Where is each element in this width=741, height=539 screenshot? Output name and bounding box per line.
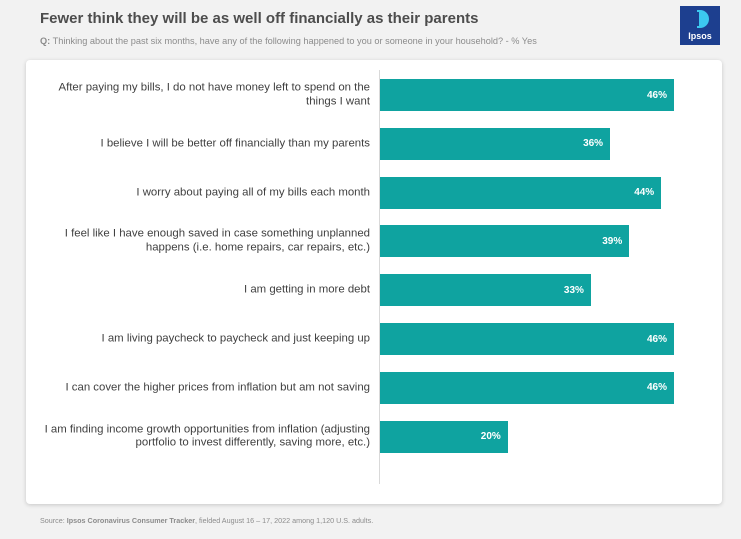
bar: 20%: [380, 420, 508, 453]
bar-value-label: 39%: [602, 235, 623, 247]
category-label: I feel like I have enough saved in case …: [64, 227, 370, 254]
bar-value-label: 20%: [480, 431, 501, 443]
bar: 39%: [380, 225, 630, 258]
bar: 44%: [380, 176, 662, 209]
bar-value-label: 46%: [646, 333, 667, 345]
ipsos-logo-mark: [680, 6, 720, 45]
logo-text: Ipsos: [688, 31, 712, 41]
bar: 36%: [380, 127, 611, 160]
chart-title: Fewer think they will be as well off fin…: [40, 10, 479, 27]
category-label: I am finding income growth opportunities…: [44, 423, 370, 449]
question-prefix: Q:: [40, 36, 51, 46]
category-label: I am living paycheck to paycheck and jus…: [101, 332, 370, 345]
source-note: Source: Ipsos Coronavirus Consumer Track…: [40, 516, 373, 525]
bar-value-label: 44%: [634, 187, 655, 199]
bar: 46%: [380, 79, 674, 111]
category-label: After paying my bills, I do not have mon…: [58, 81, 370, 108]
bar-value-label: 46%: [646, 382, 667, 394]
bar-value-label: 36%: [583, 138, 604, 150]
category-label: I worry about paying all of my bills eac…: [136, 185, 370, 198]
bar-value-label: 33%: [563, 284, 584, 296]
bar: 33%: [380, 274, 591, 307]
source-prefix: Source:: [40, 516, 67, 525]
bar-value-label: 46%: [646, 89, 667, 101]
category-label: I believe I will be better off financial…: [100, 137, 370, 150]
category-label: I can cover the higher prices from infla…: [65, 381, 370, 394]
axis-line: [379, 70, 380, 484]
source-name: Ipsos Coronavirus Consumer Tracker: [66, 516, 196, 525]
chart-panel: After paying my bills, I do not have mon…: [26, 60, 722, 504]
category-label: I am getting in more debt: [244, 283, 370, 296]
chart-subtitle: Q: Thinking about the past six months, h…: [40, 36, 537, 46]
ipsos-logo: Ipsos: [680, 6, 720, 45]
question-text: Thinking about the past six months, have…: [50, 36, 537, 46]
bar: 46%: [380, 323, 674, 355]
bar: 46%: [380, 371, 674, 404]
source-rest: , fielded August 16 – 17, 2022 among 1,1…: [195, 516, 374, 525]
